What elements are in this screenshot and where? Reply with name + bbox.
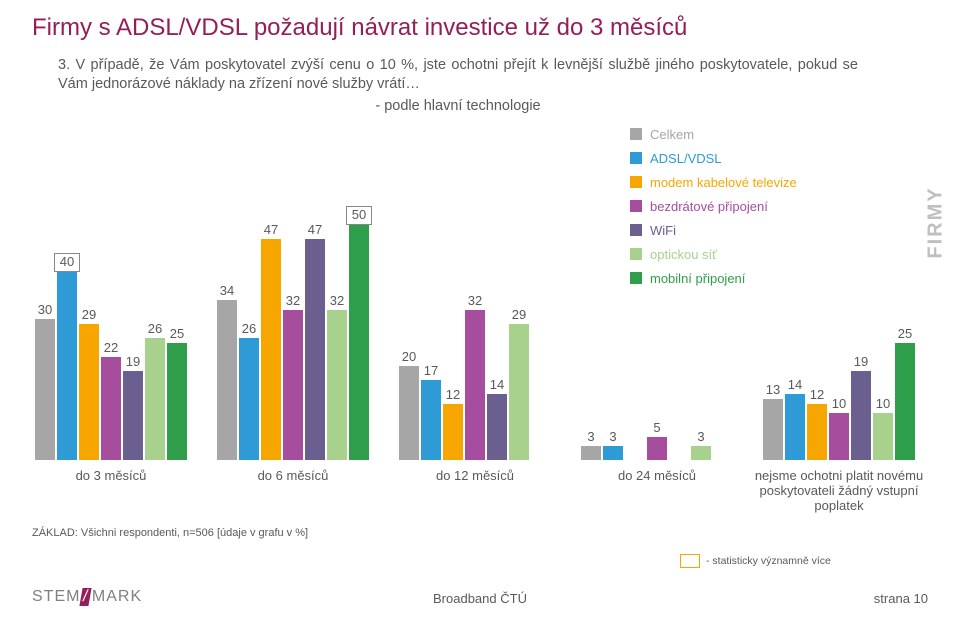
bar: 47 [261, 239, 281, 460]
bar-value: 32 [463, 293, 487, 310]
bar-value: 26 [143, 321, 167, 338]
bar: 19 [851, 371, 871, 460]
x-axis-label: do 6 měsíců [207, 468, 379, 483]
bar-value: 29 [507, 307, 531, 324]
x-axis-labels: do 3 měsícůdo 6 měsícůdo 12 měsícůdo 24 … [30, 468, 940, 528]
bar-value: 25 [165, 326, 189, 343]
bar: 12 [443, 404, 463, 460]
bar-value: 12 [441, 387, 465, 404]
bar-value: 34 [215, 283, 239, 300]
bar-value: 3 [689, 429, 713, 446]
bar: 34 [217, 300, 237, 460]
bar-value: 25 [893, 326, 917, 343]
highlight-swatch-icon [680, 554, 700, 568]
bar-group: 13141210191025 [763, 200, 915, 460]
legend-label: ADSL/VDSL [650, 151, 722, 166]
bar: 25 [167, 343, 187, 461]
bar-value: 30 [33, 302, 57, 319]
slide: { "title": { "text": "Firmy s ADSL/VDSL … [0, 0, 960, 620]
bar-value: 29 [77, 307, 101, 324]
bar-value: 3 [601, 429, 625, 446]
legend-item: modem kabelové televize [630, 170, 797, 194]
bar-value: 19 [121, 354, 145, 371]
bar-chart: 3040292219262534264732473250201712321429… [30, 200, 940, 460]
bar: 14 [487, 394, 507, 460]
legend-label: Celkem [650, 127, 694, 142]
bar-value: 47 [303, 222, 327, 239]
bar-value: 20 [397, 349, 421, 366]
bar: 20 [399, 366, 419, 460]
x-axis-label: do 12 měsíců [389, 468, 561, 483]
legend-swatch-icon [630, 128, 642, 140]
bar-value: 50 [346, 206, 372, 225]
legend-item: ADSL/VDSL [630, 146, 797, 170]
bar: 3 [691, 446, 711, 460]
legend-item: Celkem [630, 122, 797, 146]
bar: 29 [509, 324, 529, 460]
bar-value: 26 [237, 321, 261, 338]
footer-center: Broadband ČTÚ [0, 591, 960, 606]
bar-value: 19 [849, 354, 873, 371]
legend-label: modem kabelové televize [650, 175, 797, 190]
bar: 32 [465, 310, 485, 460]
bar: 22 [101, 357, 121, 460]
bar: 10 [829, 413, 849, 460]
bar: 30 [35, 319, 55, 460]
bar: 29 [79, 324, 99, 460]
bar: 13 [763, 399, 783, 460]
bar-value: 14 [485, 377, 509, 394]
bar: 5 [647, 437, 667, 461]
question-text: 3. V případě, že Vám poskytovatel zvýší … [58, 56, 858, 94]
bar: 32 [283, 310, 303, 460]
bar-value: 17 [419, 363, 443, 380]
bar-value: 5 [645, 420, 669, 437]
bar: 3 [581, 446, 601, 460]
bar-value: 13 [761, 382, 785, 399]
bar: 40 [57, 272, 77, 460]
bar: 3 [603, 446, 623, 460]
bar-value: 14 [783, 377, 807, 394]
bar-value: 40 [54, 253, 80, 272]
stat-significance-note: - statisticky významně více [680, 554, 831, 568]
page-title: Firmy s ADSL/VDSL požadují návrat invest… [32, 14, 687, 42]
bar-value: 47 [259, 222, 283, 239]
bar-value: 22 [99, 340, 123, 357]
bar: 14 [785, 394, 805, 460]
stat-note-text: - statisticky významně více [706, 555, 831, 567]
subtitle: - podle hlavní technologie [58, 98, 858, 114]
bar: 10 [873, 413, 893, 460]
bar: 17 [421, 380, 441, 460]
bar-group: 201712321429 [399, 200, 551, 460]
bar: 25 [895, 343, 915, 461]
bar-group: 3353 [581, 200, 733, 460]
x-axis-label: do 24 měsíců [571, 468, 743, 483]
footnote: ZÁKLAD: Všichni respondenti, n=506 [údaj… [32, 527, 308, 539]
bar-value: 10 [827, 396, 851, 413]
legend-swatch-icon [630, 152, 642, 164]
x-axis-label: nejsme ochotni platit novému poskytovate… [753, 468, 925, 513]
bar: 50 [349, 225, 369, 460]
bar-value: 32 [325, 293, 349, 310]
bar-value: 32 [281, 293, 305, 310]
bar-value: 3 [579, 429, 603, 446]
bar: 19 [123, 371, 143, 460]
bar-group: 34264732473250 [217, 200, 369, 460]
bar: 12 [807, 404, 827, 460]
bar: 26 [145, 338, 165, 460]
x-axis-label: do 3 měsíců [25, 468, 197, 483]
legend-swatch-icon [630, 176, 642, 188]
bar-value: 10 [871, 396, 895, 413]
bar: 47 [305, 239, 325, 460]
bar-value: 12 [805, 387, 829, 404]
bar: 32 [327, 310, 347, 460]
bar-group: 30402922192625 [35, 200, 187, 460]
footer-right: strana 10 [874, 591, 928, 606]
bar: 26 [239, 338, 259, 460]
